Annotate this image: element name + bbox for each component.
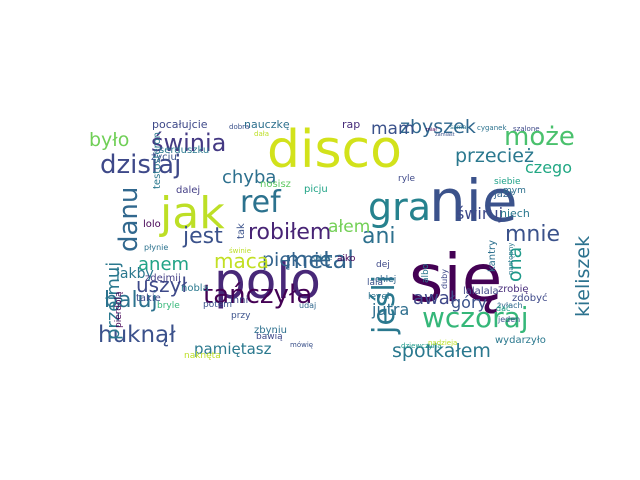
word-kieliszek: kieliszek [572, 235, 594, 317]
word-góry: góry [451, 293, 487, 312]
word-tańczyła: tańczyła [203, 280, 313, 310]
word-zrobię: zrobię [498, 284, 529, 295]
word-jutra: jutra [372, 300, 410, 319]
word-bawią: bawią [256, 332, 283, 342]
word-cyganek: cyganek [477, 124, 507, 132]
word-kantry: kantry [487, 239, 498, 272]
word-dobra: dobra [229, 123, 250, 131]
word-mówię: mówię [290, 341, 314, 349]
word-huknął: huknął [98, 322, 176, 348]
word-chyba: chyba [222, 167, 277, 188]
word-pamiętasz: pamiętasz [194, 340, 272, 358]
word-potem: potem [203, 300, 233, 310]
word-level: level [368, 292, 390, 302]
word-dej: dej [376, 260, 390, 270]
word-awał: awał [413, 288, 455, 309]
word-nadzieja: nadzieja [428, 339, 458, 347]
word-niech: niech [500, 207, 530, 220]
word-cloud: się nie disco polo jak gra ref danu wczoraj tańcz… [72, 112, 594, 368]
word-zamiast: zamiast [435, 132, 455, 138]
word-dać: dać [496, 304, 511, 313]
word-aiko: aiko [337, 254, 356, 264]
word-dała: dała [254, 130, 270, 138]
word-duby: duby [440, 269, 449, 289]
word-ryle: ryle [398, 174, 416, 184]
word-szalone: szalone [513, 125, 540, 133]
word-anem: anem [138, 254, 190, 275]
word-pięknie: pięknie [262, 249, 332, 271]
word-żyłach: żyłach [497, 301, 523, 310]
word-mym: mym [503, 186, 526, 196]
word-dalej: dalej [176, 185, 201, 196]
word-naknęta: naknęta [184, 351, 221, 361]
word-przecież: przecież [455, 145, 534, 167]
word-zbyniu: zbyniu [254, 325, 287, 336]
word-ani: ani [362, 224, 396, 249]
word-nauczkę: nauczkę [244, 118, 290, 131]
word-dziewczyna: dziewczyna [401, 342, 442, 350]
word-danu: danu [114, 186, 144, 252]
word-świruj: świruj [456, 204, 504, 223]
word-zbyszek: zbyszek [400, 116, 476, 138]
word-rap: rap [342, 118, 361, 131]
word-udaj: udaj [299, 301, 317, 310]
word-testosteron: testosteron [152, 132, 163, 189]
word-pierdolą: pierdolą [114, 291, 124, 328]
word-sama: sama [450, 124, 467, 131]
word-jazz: jazz [494, 189, 514, 200]
word-nosisz: nosisz [260, 179, 291, 190]
word-jak: jak [160, 188, 225, 239]
word-gra: gra [368, 185, 432, 229]
word-serduszku: serduszku [159, 145, 210, 156]
word-lolo: lolo [143, 219, 161, 230]
word-jeden: jeden [498, 315, 521, 324]
word-następny: następny [507, 242, 515, 275]
word-siebie: siebie [494, 177, 521, 187]
word-lalalala: lalalala [463, 286, 499, 297]
word-baluj: baluj [104, 288, 158, 313]
word-nobla: nobla [181, 283, 209, 294]
word-mnie: mnie [505, 222, 561, 247]
word-jakby: jakby [116, 266, 154, 282]
word-tak: tak [236, 223, 247, 239]
word-inni: inni [230, 295, 249, 306]
word-bryle: bryle [157, 301, 180, 311]
word-wczoraj: wczoraj [422, 301, 529, 334]
word-się: się [409, 240, 503, 317]
word-chlej: chlej [375, 275, 397, 285]
word-jest: jest [183, 224, 223, 249]
word-picju: picju [304, 184, 328, 195]
word-robiłem: robiłem [248, 220, 332, 245]
word-zdejmij: zdejmij [145, 273, 181, 284]
word-albo: albo [421, 263, 431, 283]
word-świnia: świnia [151, 129, 227, 157]
word-ałem: ałem [328, 217, 371, 237]
word-przy: przy [231, 311, 251, 321]
word-takie: takie [136, 293, 161, 304]
word-było: było [89, 129, 130, 151]
word-świnie: świnie [229, 247, 252, 255]
word-życiu: życiu [151, 152, 177, 163]
word-udaje: udaje [313, 254, 333, 262]
word-płynie: płynie [144, 243, 169, 252]
word-lala: lala [367, 278, 384, 288]
word-mam: mam [371, 119, 415, 139]
word-metal: metal [285, 246, 354, 274]
word-spotkałem: spotkałem [392, 340, 491, 362]
word-uszył: uszył [136, 273, 188, 297]
word-disco: disco [267, 120, 402, 180]
word-czego: czego [525, 158, 572, 177]
word-zdobyć: zdobyć [512, 293, 548, 304]
word-nie: nie [429, 167, 518, 235]
word-miał: miał [426, 127, 437, 133]
word-polo: polo [214, 252, 321, 310]
word-dzisiaj: dzisiaj [100, 150, 182, 180]
word-może: może [504, 122, 575, 152]
word-wydarzyło: wydarzyło [495, 335, 546, 346]
word-pocałujcie: pocałujcie [152, 118, 208, 131]
word-ref: ref [240, 185, 281, 220]
word-maca: maca [214, 249, 269, 273]
